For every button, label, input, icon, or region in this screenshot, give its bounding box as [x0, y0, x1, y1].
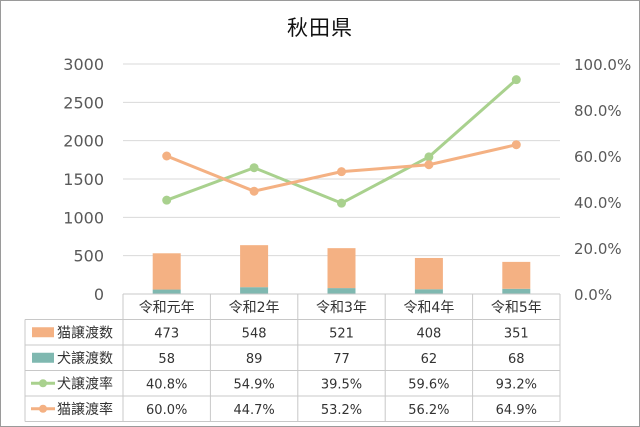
dog-adoption-bar	[327, 288, 356, 294]
table-cell-value: 89	[246, 352, 263, 367]
x-category-label: 令和元年	[139, 300, 195, 316]
table-cell-value: 473	[154, 326, 179, 341]
cat-adoption-bar	[240, 245, 269, 288]
cat-adoption-bar	[414, 257, 443, 290]
dog-rate-point	[337, 198, 346, 208]
dog-adoption-bar	[502, 288, 531, 294]
dog-rate-point	[424, 152, 434, 162]
y-right-tick-label: 0.0%	[574, 286, 612, 304]
legend-key-marker	[39, 404, 47, 413]
table-cell-value: 351	[504, 326, 529, 341]
cat-rate-point	[511, 140, 521, 150]
table-cell-value: 54.9%	[233, 377, 274, 392]
y-left-tick-label: 2500	[63, 93, 104, 112]
table-cell-value: 44.7%	[233, 403, 274, 418]
y-right-tick-label: 100.0%	[574, 56, 631, 74]
table-cell-value: 40.8%	[146, 377, 187, 392]
y-left-tick-label: 3000	[63, 55, 104, 74]
y-left-tick-label: 1500	[63, 170, 104, 189]
table-cell-value: 53.2%	[321, 403, 362, 418]
table-cell-value: 521	[329, 326, 354, 341]
cat-rate-point	[162, 151, 172, 161]
y-right-tick-label: 40.0%	[574, 194, 622, 212]
table-cell-value: 39.5%	[321, 377, 362, 392]
x-category-label: 令和4年	[403, 300, 454, 316]
dog-adoption-bar	[152, 289, 181, 294]
y-left-tick-label: 1000	[63, 208, 104, 227]
table-cell-value: 58	[158, 352, 175, 367]
y-left-tick-label: 2000	[63, 132, 104, 151]
dog-rate-point	[249, 163, 259, 173]
table-cell-value: 60.0%	[146, 403, 187, 418]
y-right-tick-label: 20.0%	[574, 240, 622, 258]
dog-adoption-bar	[414, 289, 443, 294]
x-category-label: 令和2年	[229, 300, 280, 316]
table-cell-value: 56.2%	[408, 403, 449, 418]
legend-key-marker	[39, 379, 47, 388]
dog-adoption-bar	[240, 287, 269, 294]
x-category-label: 令和3年	[316, 300, 367, 316]
table-cell-value: 93.2%	[496, 377, 537, 392]
table-cell-value: 64.9%	[496, 403, 537, 418]
dog-rate-point	[162, 195, 172, 205]
table-cell-value: 59.6%	[408, 377, 449, 392]
legend-series-name: 犬譲渡数	[57, 351, 113, 367]
cat-rate-point	[249, 186, 259, 196]
legend-series-name: 犬譲渡率	[57, 375, 113, 392]
cat-rate-point	[424, 160, 434, 170]
legend-key-swatch	[32, 352, 54, 363]
y-right-tick-label: 60.0%	[574, 148, 622, 166]
chart-title: 秋田県	[287, 16, 353, 40]
legend-series-name: 猫譲渡数	[57, 325, 113, 341]
x-category-label: 令和5年	[491, 300, 542, 316]
legend-key-swatch	[32, 327, 54, 338]
legend-series-name: 猫譲渡率	[57, 401, 113, 418]
table-cell-value: 77	[333, 352, 350, 367]
y-right-tick-label: 80.0%	[574, 102, 622, 120]
table-cell-value: 68	[508, 352, 525, 367]
dog-rate-point	[511, 75, 521, 85]
cat-rate-point	[337, 167, 346, 177]
table-cell-value: 548	[242, 326, 267, 341]
cat-adoption-bar	[152, 253, 181, 290]
cat-adoption-bar	[502, 261, 531, 289]
table-cell-value: 408	[416, 326, 441, 341]
y-left-tick-label: 0	[94, 285, 104, 304]
table-cell-value: 62	[421, 352, 438, 367]
dog-rate-line	[166, 78, 518, 205]
y-left-tick-label: 500	[73, 247, 104, 266]
cat-adoption-bar	[327, 248, 356, 289]
